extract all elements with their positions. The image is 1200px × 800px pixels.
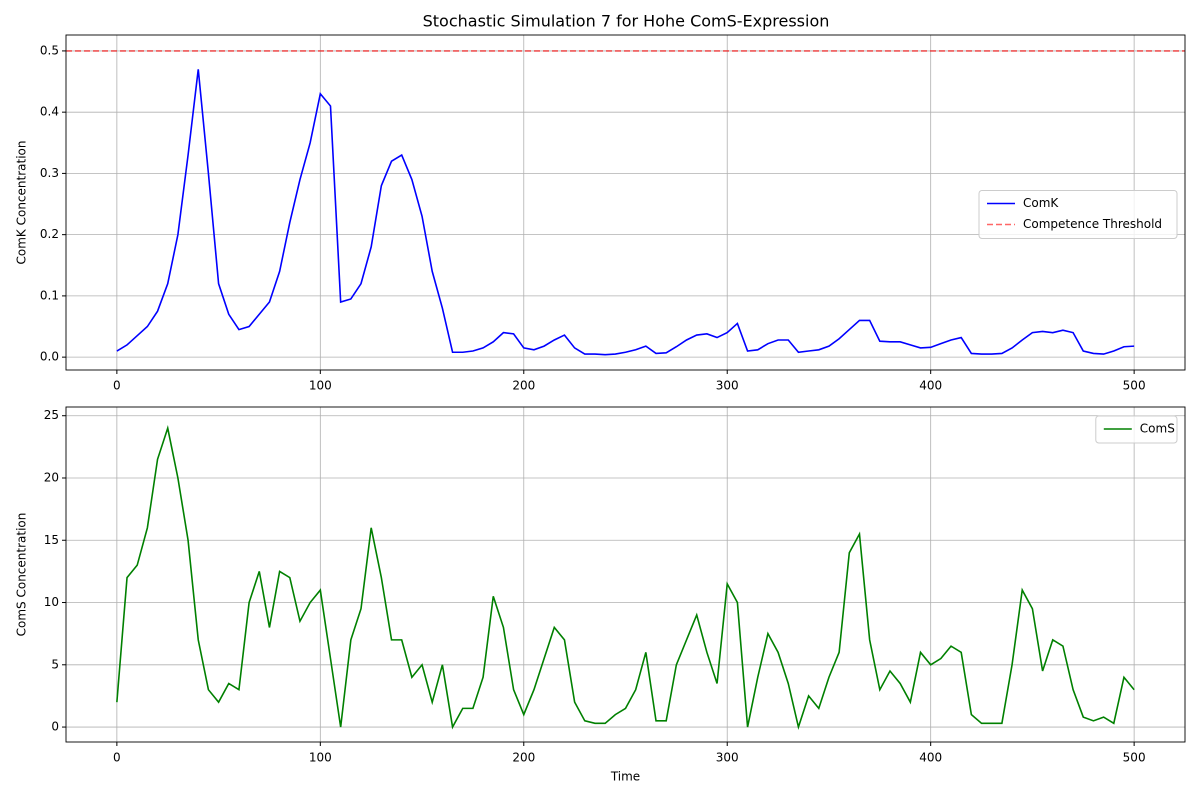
x-tick-label: 400 <box>919 751 942 765</box>
y-tick-label: 0.1 <box>40 288 59 302</box>
x-tick-label: 400 <box>919 379 942 393</box>
y-axis-label: ComK Concentration <box>15 141 29 265</box>
y-tick-label: 0.4 <box>40 105 59 119</box>
x-axis-label: Time <box>610 770 640 784</box>
y-tick-label: 10 <box>44 595 59 609</box>
x-tick-label: 500 <box>1123 751 1146 765</box>
x-tick-label: 0 <box>113 379 121 393</box>
legend-label: ComK <box>1023 196 1059 210</box>
x-tick-label: 0 <box>113 751 121 765</box>
x-tick-label: 500 <box>1123 379 1146 393</box>
y-tick-label: 5 <box>51 657 59 671</box>
line-series <box>116 425 1135 731</box>
chart-title: Stochastic Simulation 7 for Hohe ComS-Ex… <box>423 12 830 31</box>
y-tick-label: 25 <box>44 408 59 422</box>
legend-label: ComS <box>1140 422 1175 436</box>
y-tick-label: 0.3 <box>40 166 59 180</box>
y-tick-label: 0.2 <box>40 227 59 241</box>
x-tick-label: 100 <box>309 751 332 765</box>
y-tick-label: 15 <box>44 533 59 547</box>
y-tick-label: 20 <box>44 470 59 484</box>
legend-box <box>1095 415 1178 444</box>
legend-box <box>978 190 1178 239</box>
y-tick-label: 0.5 <box>40 43 59 57</box>
x-tick-label: 200 <box>512 379 535 393</box>
x-tick-label: 100 <box>309 379 332 393</box>
axes-frame <box>65 406 1186 743</box>
x-tick-label: 300 <box>716 751 739 765</box>
axes-frame <box>65 34 1186 371</box>
line-series <box>116 69 1135 356</box>
legend-label: Competence Threshold <box>1023 217 1162 231</box>
x-tick-label: 200 <box>512 751 535 765</box>
y-axis-label: ComS Concentration <box>15 513 29 637</box>
y-tick-label: 0.0 <box>40 350 59 364</box>
x-tick-label: 300 <box>716 379 739 393</box>
y-tick-label: 0 <box>51 720 59 734</box>
